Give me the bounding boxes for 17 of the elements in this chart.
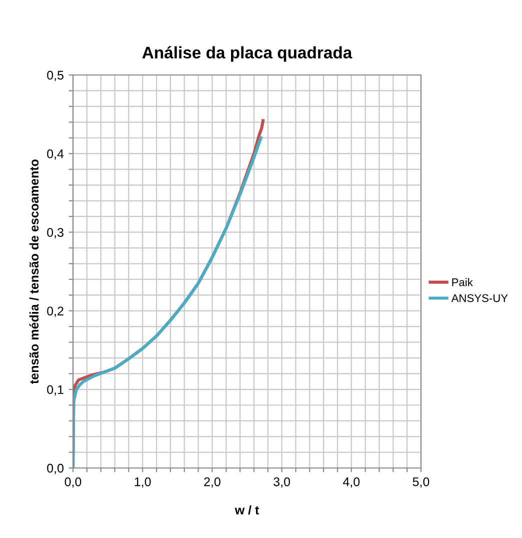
chart-title: Análise da placa quadrada bbox=[142, 46, 352, 62]
y-axis-title: tensão média / tensão de escoamento bbox=[29, 159, 39, 384]
x-tick-label: 5,0 bbox=[412, 477, 430, 488]
y-tick-label: 0,2 bbox=[47, 306, 64, 317]
legend-label: ANSYS-UY bbox=[451, 294, 508, 302]
y-tick-label: 0,3 bbox=[47, 228, 64, 238]
x-axis-title: w / t bbox=[234, 505, 259, 515]
y-tick-label: 0,4 bbox=[47, 149, 64, 160]
y-tick-label: 0,0 bbox=[47, 464, 64, 474]
legend-label: Paik bbox=[452, 278, 473, 286]
x-tick-label: 0,0 bbox=[64, 477, 82, 488]
x-tick-label: 4,0 bbox=[343, 477, 360, 488]
x-tick-label: 3,0 bbox=[274, 477, 290, 488]
y-tick-label: 0,5 bbox=[47, 70, 64, 82]
x-tick-label: 2,0 bbox=[204, 477, 220, 488]
y-tick-label: 0,1 bbox=[47, 385, 64, 396]
x-tick-label: 1,0 bbox=[134, 477, 151, 488]
